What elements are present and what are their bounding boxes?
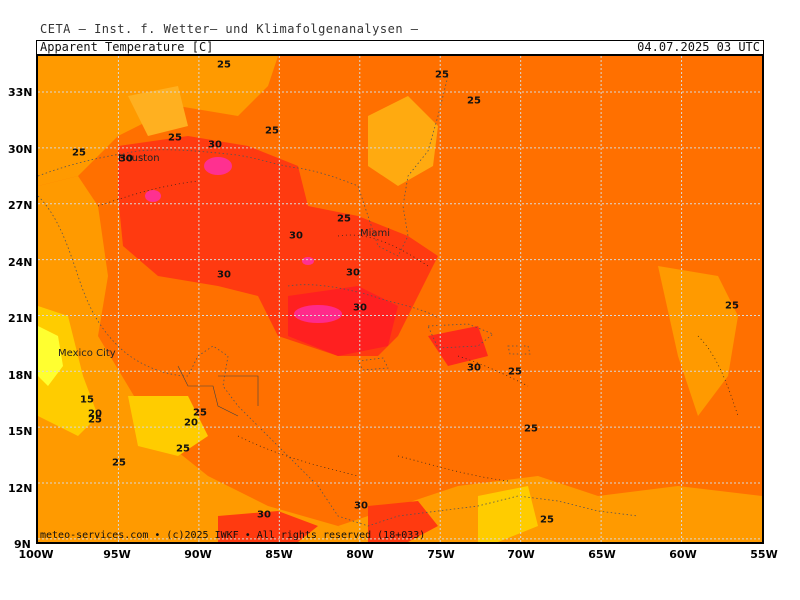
field-30-hispaniola — [428, 326, 488, 366]
lon-label: 55W — [750, 548, 778, 561]
field-30-colombia-coast — [368, 501, 438, 542]
source-header: CETA — Inst. f. Wetter— und Klimafolgena… — [40, 22, 419, 36]
hotspot-gulf-center — [302, 257, 314, 265]
lat-label: 15N — [8, 425, 33, 438]
field-25-east-atlantic — [658, 266, 738, 416]
contour-label: 25 — [72, 147, 86, 159]
lat-label: 27N — [8, 199, 33, 212]
contour-label: 25 — [217, 59, 231, 71]
coastlines — [38, 75, 639, 527]
contour-line — [457, 355, 529, 387]
contour-label: 20 — [184, 417, 198, 429]
contour-lines — [97, 180, 739, 482]
lat-label: 12N — [8, 482, 33, 495]
belize-border — [218, 375, 259, 406]
map-panel: Houston Miami Mexico City 25 25 25 30 25… — [36, 54, 764, 544]
field-25-north-texas — [38, 56, 278, 186]
contour-label: 25 — [435, 69, 449, 81]
puerto-rico-outline — [507, 345, 531, 355]
lon-label: 95W — [103, 548, 131, 561]
contour-label: 25 — [265, 125, 279, 137]
contour-label: 25 — [168, 132, 182, 144]
contour-label: 30 — [257, 509, 271, 521]
mexico-guatemala-border — [177, 365, 239, 417]
contour-label: 25 — [112, 457, 126, 469]
contour-label: 25 — [524, 423, 538, 435]
city-label-miami: Miami — [360, 228, 391, 239]
lon-label: 100W — [18, 548, 54, 561]
parameter-title: Apparent Temperature [C] — [40, 40, 214, 54]
contour-label: 25 — [176, 443, 190, 455]
temperature-map — [38, 56, 762, 542]
contour-label: 30 — [346, 267, 360, 279]
contour-label: 30 — [354, 500, 368, 512]
field-25-mexico — [38, 176, 358, 542]
contour-line — [237, 435, 359, 477]
lat-label: 30N — [8, 143, 33, 156]
contour-label: 20 — [88, 408, 102, 420]
contour-label: 30 — [289, 230, 303, 242]
lon-label: 65W — [588, 548, 616, 561]
field-20-colombia — [478, 486, 538, 542]
lon-label: 90W — [184, 548, 212, 561]
field-25-atlantic-coast — [368, 96, 438, 186]
contour-line — [397, 455, 509, 482]
contour-label: 15 — [80, 394, 94, 406]
contour-label: 30 — [467, 362, 481, 374]
lat-label: 21N — [8, 312, 33, 325]
contour-line — [97, 180, 199, 207]
contour-label: 25 — [725, 300, 739, 312]
field-25-arkansas — [128, 86, 188, 136]
copyright-credit: meteo-services.com • (c)2025 IWKF • All … — [40, 530, 426, 541]
contour-label: 25 — [467, 95, 481, 107]
lon-label: 75W — [427, 548, 455, 561]
lon-label: 85W — [265, 548, 293, 561]
contour-line — [697, 335, 739, 417]
lon-label: 80W — [346, 548, 374, 561]
lon-label: 60W — [669, 548, 697, 561]
lat-label: 9N — [14, 538, 31, 551]
title-bar: Apparent Temperature [C] 04.07.2025 03 U… — [36, 40, 764, 54]
lon-label: 70W — [507, 548, 535, 561]
lat-label: 33N — [8, 86, 33, 99]
lat-label: 24N — [8, 256, 33, 269]
contour-label: 30 — [208, 139, 222, 151]
country-borders — [177, 365, 259, 417]
field-20-guatemala — [128, 396, 208, 456]
contour-label: 30 — [353, 302, 367, 314]
contour-label: 30 — [217, 269, 231, 281]
field-25-south — [338, 476, 762, 542]
contour-label: 25 — [337, 213, 351, 225]
central-america-coast-line — [38, 195, 639, 527]
city-label-mexico-city: Mexico City — [58, 348, 116, 359]
field-30-panama — [218, 511, 318, 542]
hotspot-louisiana — [204, 157, 232, 175]
cuba-outline — [287, 284, 439, 319]
lat-lon-grid — [38, 56, 762, 542]
contour-label: 25 — [88, 414, 102, 426]
jamaica-outline — [357, 357, 389, 371]
contour-label: 30 — [119, 153, 133, 165]
hotspot-cayman — [294, 305, 342, 323]
field-15-mexico-city — [38, 326, 63, 386]
field-32-caribbean-west — [288, 286, 398, 356]
city-label-houston: Houston — [118, 153, 160, 164]
contour-label: 25 — [193, 407, 207, 419]
contour-label: 25 — [540, 514, 554, 526]
contour-label: 25 — [508, 366, 522, 378]
run-timestamp: 04.07.2025 03 UTC — [637, 40, 760, 54]
lat-label: 18N — [8, 369, 33, 382]
hispaniola-outline — [427, 323, 494, 349]
hotspot-texas-coast — [145, 190, 161, 202]
